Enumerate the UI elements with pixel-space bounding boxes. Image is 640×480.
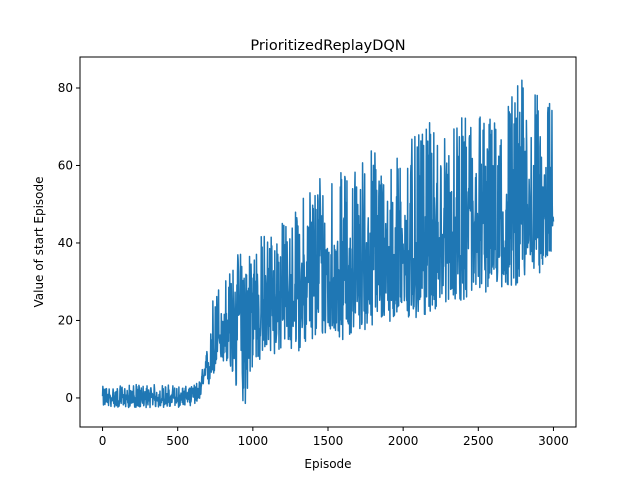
x-tick-label: 1000	[238, 434, 269, 448]
series-line	[101, 79, 555, 409]
axes-frame	[79, 56, 577, 428]
ticks-layer: 0 500 1000 1500 2000 2500 3000 0 20 40 60 80	[58, 81, 569, 448]
x-tick-label: 2500	[463, 434, 494, 448]
x-tick-label: 500	[166, 434, 189, 448]
y-tick-label: 80	[58, 81, 73, 95]
x-axis-label: Episode	[304, 457, 351, 471]
y-tick-label: 40	[58, 236, 73, 250]
y-tick-label: 0	[65, 391, 73, 405]
x-tick-label: 3000	[538, 434, 569, 448]
x-tick-label: 1500	[313, 434, 344, 448]
y-tick-label: 60	[58, 158, 73, 172]
y-tick-label: 20	[58, 313, 73, 327]
x-tick-label: 0	[99, 434, 107, 448]
series-layer	[101, 79, 555, 409]
x-tick-label: 2000	[388, 434, 419, 448]
y-axis-label: Value of start Episode	[32, 176, 46, 307]
chart-title: PrioritizedReplayDQN	[250, 38, 405, 54]
